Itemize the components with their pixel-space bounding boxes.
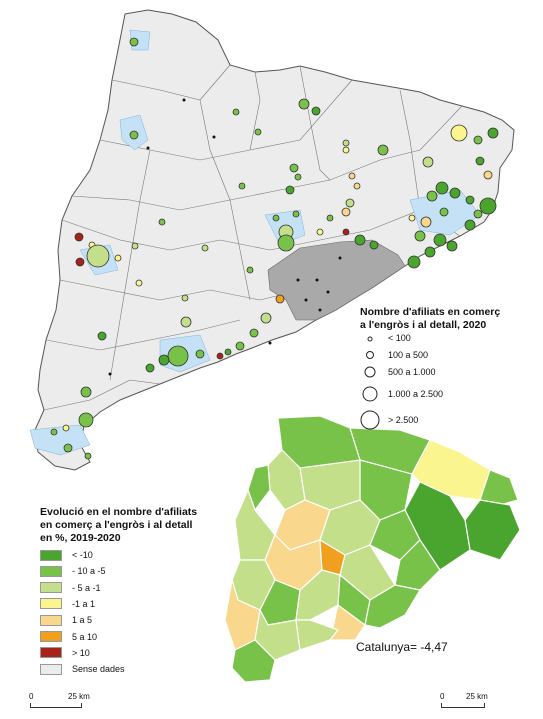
color-legend-item: -1 a 1 [40,598,95,610]
color-legend-item: > 10 [40,647,90,659]
color-swatch [40,663,62,675]
size-item-2: 100 a 500 [388,350,429,360]
color-swatch [40,647,62,659]
color-swatch [40,549,62,561]
catalonia-outline [34,9,515,471]
metropolitan-area [267,239,406,321]
color-legend-label: 5 a 10 [72,631,98,642]
size-legend-title-line1: Nombre d'afiliats en comerç [360,306,501,318]
color-legend-item: 1 a 5 [40,614,92,626]
color-legend-title-line3: en %, 2019-2020 [40,532,121,544]
scale-left-zero: 0 [29,692,34,701]
color-legend-label: < -10 [72,550,93,560]
color-legend-title: Evolució en el nombre d'afiliats en come… [40,506,197,545]
color-legend-item: Sense dades [40,663,125,675]
scale-right-zero: 0 [440,692,445,701]
color-legend-item: < -10 [40,549,93,561]
scale-right-bar [441,703,485,708]
capital-dots [108,98,342,376]
color-legend-label: > 10 [72,647,90,658]
scale-right-distance: 25 km [466,692,488,701]
color-legend-label: 1 a 5 [72,615,93,626]
color-swatch [40,582,62,594]
size-item-5: > 2.500 [388,415,419,425]
color-swatch [40,565,62,577]
color-swatch [40,598,62,610]
color-legend-item: 5 a 10 [40,631,97,643]
color-legend-label: - 10 a -5 [72,566,106,577]
size-legend-title-line2: a l'engròs i al detall, 2020 [360,319,487,331]
catalunya-summary: Catalunya= -4,47 [356,640,448,654]
municipality-bubbles [50,37,499,460]
color-legend-title-line2: en comerç a l'engròs i al detall [40,519,193,531]
color-legend-label: Sense dades [72,664,125,675]
scale-left-distance: 25 km [68,692,90,701]
scale-left-bar [30,703,82,708]
size-legend-title: Nombre d'afiliats en comerç a l'engròs i… [360,306,500,332]
color-legend-label: -1 a 1 [72,598,96,609]
size-item-4: 1.000 a 2.500 [388,389,444,399]
size-legend-symbols [360,336,380,430]
color-legend-item: - 10 a -5 [40,565,106,577]
size-item-1: < 100 [388,333,411,343]
color-legend-label: - 5 a -1 [72,582,101,593]
size-item-3: 500 a 1.000 [388,367,436,377]
color-legend-item: - 5 a -1 [40,582,101,594]
color-swatch [40,614,62,626]
color-legend-title-line1: Evolució en el nombre d'afiliats [40,506,198,518]
color-swatch [40,631,62,642]
